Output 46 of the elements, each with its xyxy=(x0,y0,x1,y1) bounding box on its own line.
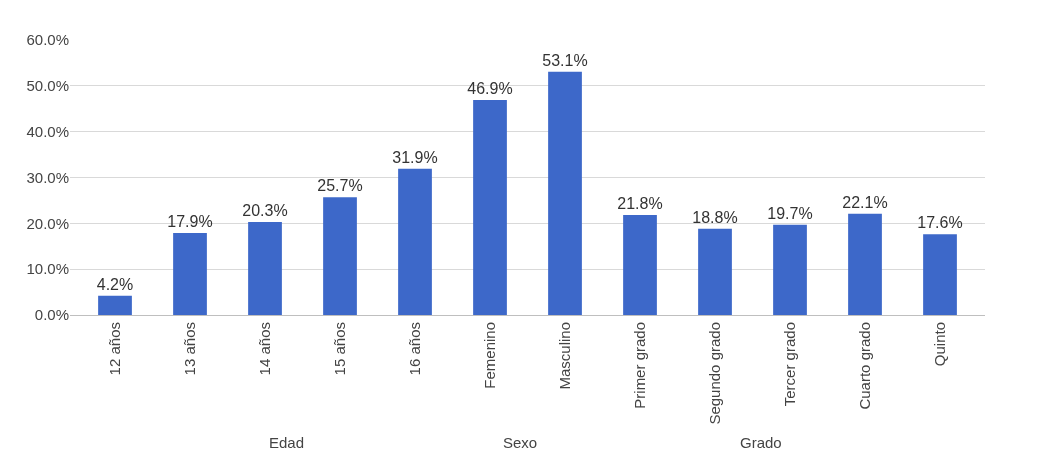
bar xyxy=(323,197,357,315)
x-tick-label: 12 años xyxy=(105,322,123,376)
x-tick-label: 16 años xyxy=(405,322,423,376)
bar xyxy=(848,213,882,315)
x-tick-label: Tercer grado xyxy=(780,322,798,407)
x-tick-label: 13 años xyxy=(180,322,198,376)
x-tick-label: Masculino xyxy=(555,322,573,390)
data-label: 18.8% xyxy=(692,208,738,226)
y-tick-label: 30.0% xyxy=(26,168,69,186)
data-label: 19.7% xyxy=(767,204,813,222)
data-label: 21.8% xyxy=(617,195,663,213)
data-label: 17.9% xyxy=(167,212,213,230)
data-label: 22.1% xyxy=(842,193,888,211)
bar xyxy=(473,100,507,315)
x-tick-label: Primer grado xyxy=(630,322,648,409)
x-tick-label: Cuarto grado xyxy=(855,322,873,410)
bar xyxy=(623,215,657,315)
x-tick-label: 14 años xyxy=(255,322,273,376)
y-tick-label: 20.0% xyxy=(26,214,69,232)
data-label: 20.3% xyxy=(242,201,288,219)
text: Sexo xyxy=(503,434,538,451)
x-tick-label: 15 años xyxy=(330,322,348,376)
data-label: 46.9% xyxy=(467,80,513,98)
text: Grado xyxy=(740,434,782,451)
y-tick-label: 60.0% xyxy=(26,31,69,49)
data-label: 25.7% xyxy=(317,177,363,195)
y-tick-label: 50.0% xyxy=(26,77,69,95)
x-tick-label: Segundo grado xyxy=(705,322,723,425)
data-label: 4.2% xyxy=(96,275,134,293)
y-tick-label: 40.0% xyxy=(26,122,69,140)
x-tick-label: Femenino xyxy=(480,322,498,389)
bar xyxy=(698,228,732,315)
bar xyxy=(248,221,282,315)
bar xyxy=(398,168,432,315)
data-label: 17.6% xyxy=(917,214,963,232)
y-tick-label: 10.0% xyxy=(26,260,69,278)
y-tick-label: 0.0% xyxy=(34,306,69,324)
text: Edad xyxy=(269,434,305,451)
x-tick-label: Quinto xyxy=(930,322,948,367)
data-label: 31.9% xyxy=(392,148,438,166)
bar xyxy=(773,224,807,315)
bar xyxy=(548,71,582,315)
bar xyxy=(98,295,132,315)
bar xyxy=(173,232,207,315)
bar xyxy=(923,234,957,315)
data-label: 53.1% xyxy=(542,51,588,69)
